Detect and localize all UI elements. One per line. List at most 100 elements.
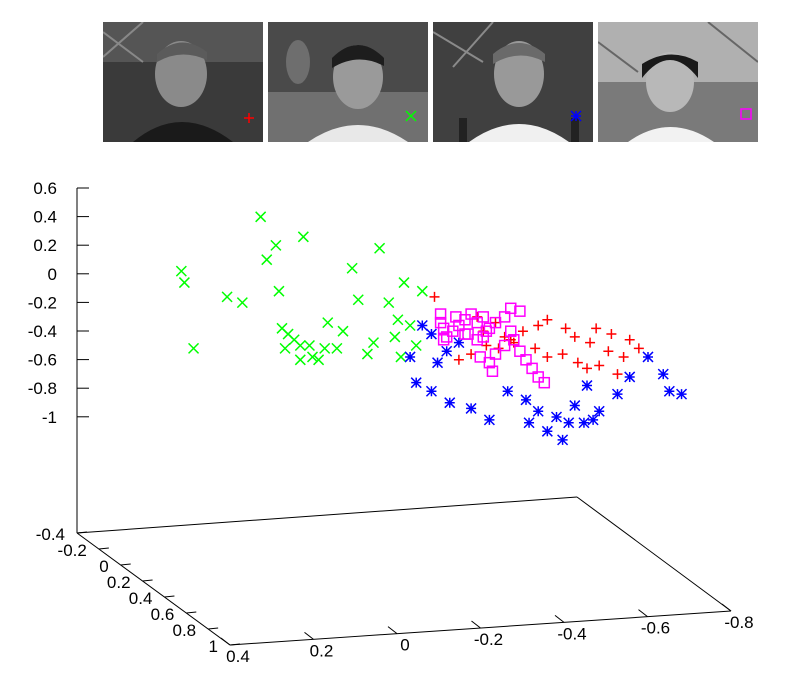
data-point-cross [383, 297, 395, 309]
data-point-star [611, 388, 624, 400]
data-point-cross [404, 319, 416, 332]
data-point-star [563, 417, 575, 429]
data-point-square [526, 362, 538, 375]
thumbnail-legend-markers [244, 108, 752, 123]
x-tick-label: 0.2 [310, 641, 334, 660]
x-tick [304, 631, 314, 640]
data-point-cross [294, 354, 306, 366]
x-tick-label: 0.4 [226, 647, 250, 666]
data-point-star [465, 402, 477, 414]
data-point-plus [591, 323, 602, 334]
x-tick-label: 0 [400, 636, 409, 655]
y-tick [186, 611, 197, 614]
data-point-cross [352, 294, 364, 306]
data-point-cross [346, 262, 358, 274]
z-tick-label: -0.4 [28, 322, 57, 341]
thumbnail-marker-cross [405, 110, 417, 122]
data-point-cross [273, 285, 285, 297]
face-thumbnail-2 [268, 22, 428, 142]
series-star [404, 319, 688, 446]
data-point-star [410, 377, 422, 389]
data-point-square [450, 311, 462, 323]
y-tick-label: 0.2 [107, 573, 131, 592]
data-point-cross [416, 285, 428, 297]
data-point-plus [557, 349, 568, 360]
z-tick-label: -0.6 [28, 351, 57, 370]
data-point-square [498, 311, 511, 323]
y-tick-label: -0.2 [58, 541, 87, 560]
data-point-star [425, 328, 437, 340]
chart-axes [76, 187, 732, 646]
data-point-star [483, 414, 495, 426]
data-point-plus [560, 323, 571, 334]
thumbnail-marker-star [570, 110, 582, 122]
data-point-cross [361, 348, 373, 360]
data-point-star [425, 385, 437, 397]
x-tick-label: -0.8 [724, 613, 753, 632]
data-point-plus [618, 351, 629, 362]
face-thumbnails-row [0, 0, 789, 150]
data-point-star [578, 417, 590, 429]
data-point-plus [603, 346, 614, 357]
data-point-star [593, 405, 605, 417]
data-point-plus [585, 337, 596, 348]
data-point-cross [175, 265, 187, 277]
data-point-cross [389, 331, 401, 343]
data-point-square [465, 308, 477, 320]
x-tick [471, 620, 481, 629]
data-point-square [489, 348, 502, 360]
chart-points [175, 211, 688, 446]
data-point-star [557, 434, 569, 446]
data-point-plus [453, 354, 464, 365]
data-point-plus [517, 326, 528, 337]
data-point-square [514, 345, 526, 357]
data-point-star [676, 388, 688, 400]
data-point-plus [624, 334, 635, 345]
data-point-cross [303, 339, 315, 352]
data-point-cross [306, 351, 319, 363]
data-point-cross [255, 211, 267, 223]
face-thumbnail-3 [433, 22, 593, 142]
x-tick [638, 609, 648, 618]
data-point-cross [178, 277, 190, 289]
data-point-star [663, 385, 675, 397]
data-point-cross [188, 342, 200, 354]
data-point-star [569, 400, 581, 412]
data-point-star [502, 385, 514, 397]
data-point-square [480, 325, 493, 337]
data-point-cross [221, 291, 233, 303]
y-tick [98, 547, 109, 550]
data-point-square [477, 311, 490, 323]
data-point-star [523, 417, 535, 429]
data-point-plus [533, 320, 544, 331]
x-tick [387, 626, 398, 635]
data-point-square [505, 325, 517, 337]
data-point-cross [395, 351, 407, 363]
data-point-square [538, 376, 551, 389]
y-tick [120, 563, 131, 566]
data-point-star [642, 351, 654, 363]
data-point-cross [331, 342, 343, 354]
data-point-cross [279, 342, 291, 354]
thumbnail-marker-plus [244, 113, 254, 123]
y-tick-label: 0.8 [173, 621, 197, 640]
data-point-star [453, 337, 465, 349]
data-point-cross [294, 339, 306, 352]
thumbnail-marker-square [740, 108, 752, 120]
y-tick [76, 531, 88, 534]
y-axis-line [76, 532, 231, 646]
face-thumbnail-1 [103, 22, 263, 142]
data-point-square [505, 302, 517, 315]
data-point-cross [322, 317, 334, 329]
y-tick [164, 595, 175, 598]
y-tick-label: -0.4 [36, 525, 65, 544]
data-point-square [434, 308, 447, 320]
data-point-plus [582, 363, 592, 374]
y-tick [142, 579, 153, 582]
face-thumbnail-4 [598, 22, 758, 142]
data-point-star [581, 380, 593, 392]
x-tick-label: -0.4 [557, 624, 586, 643]
data-point-star [624, 371, 636, 383]
data-point-square [459, 328, 471, 340]
data-point-star [520, 394, 532, 406]
